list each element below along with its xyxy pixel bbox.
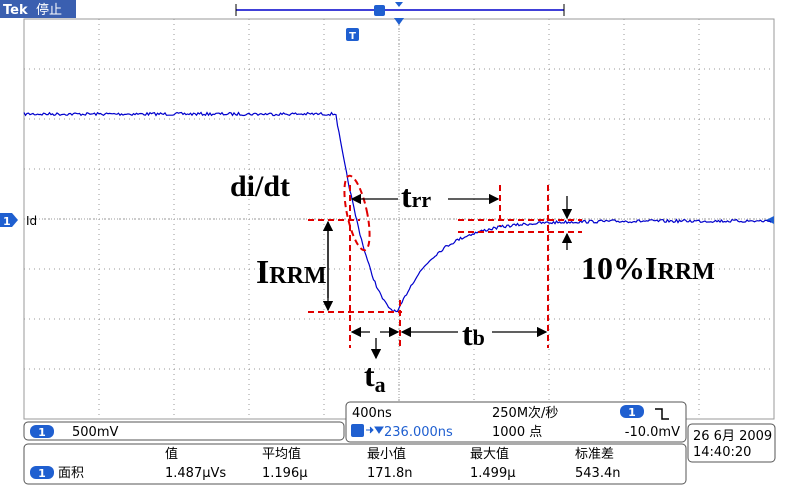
tb-main: t	[462, 316, 473, 352]
measure-header: 标准差	[575, 447, 614, 462]
date: 26 6月 2009	[693, 429, 772, 444]
measure-header: 最小值	[367, 446, 406, 462]
ten-irrm-sub: RRM	[657, 259, 714, 285]
trigger-marker: T	[346, 18, 404, 42]
trr-main: t	[401, 178, 412, 214]
row-name: 面积	[58, 466, 84, 481]
trigger-level: -10.0mV	[625, 425, 680, 440]
trigger-channel: 1	[628, 406, 636, 419]
trig-pos-arrow	[366, 426, 384, 434]
trig-pos-icon	[351, 424, 364, 437]
arrows	[322, 193, 573, 360]
irrm-label: IRRM	[256, 254, 327, 291]
ten-irrm-label: 10%IRRM	[581, 250, 715, 286]
ta-main: t	[364, 357, 375, 393]
sample-rate: 250M次/秒	[492, 405, 558, 421]
measure-value: 1.487µVs	[165, 466, 226, 481]
ten-irrm-main: 10%I	[581, 250, 657, 286]
tb-sub: b	[473, 325, 485, 350]
record-bar	[235, 2, 565, 16]
run-status: 停止	[36, 2, 62, 18]
scale-box	[23, 421, 345, 441]
tb-label: tb	[462, 316, 485, 352]
measure-box	[23, 443, 687, 485]
slope-icon	[655, 408, 669, 420]
measure-header: 平均值	[262, 446, 301, 462]
irrm-main: I	[256, 254, 269, 291]
measure-value: 171.8n	[367, 466, 412, 481]
channel-label: Id	[26, 214, 37, 228]
level-marker	[766, 216, 774, 224]
brand: Tek	[3, 3, 28, 18]
didt-label: di/dt	[230, 170, 290, 203]
record-length: 1000 点	[492, 425, 542, 440]
waveform	[23, 111, 772, 314]
vertical-scale: 500mV	[72, 425, 118, 440]
trr-sub: rr	[412, 187, 432, 212]
red-guides	[308, 174, 582, 348]
channel-marker	[0, 213, 18, 227]
measure-value: 543.4n	[575, 466, 620, 481]
measurements: 值 平均值 最小值 最大值 标准差 1 面积 1.487µVs 1.196µ 171.8n 1.49…	[30, 446, 620, 481]
trigger-position: 236.000ns	[384, 425, 453, 440]
timebase-box	[345, 401, 687, 443]
irrm-sub: RRM	[269, 263, 326, 289]
row-badge	[30, 466, 54, 479]
measure-header: 最大值	[470, 446, 509, 462]
measure-value: 1.196µ	[262, 466, 308, 481]
datetime-box	[687, 423, 776, 463]
ta-sub: a	[375, 372, 386, 397]
ta-label: ta	[364, 357, 386, 397]
timebase: 400ns	[352, 406, 392, 421]
measure-value: 1.499µ	[470, 466, 516, 481]
measure-header: 值	[165, 446, 178, 462]
svg-text:T: T	[349, 31, 356, 42]
ch-badge	[30, 425, 54, 438]
trig-badge	[620, 405, 644, 418]
trr-label: trr	[401, 178, 431, 214]
channel-number: 1	[3, 215, 11, 228]
ch-number: 1	[38, 426, 46, 439]
header-bar	[0, 0, 76, 18]
time: 14:40:20	[693, 445, 751, 460]
row-channel: 1	[38, 467, 46, 480]
